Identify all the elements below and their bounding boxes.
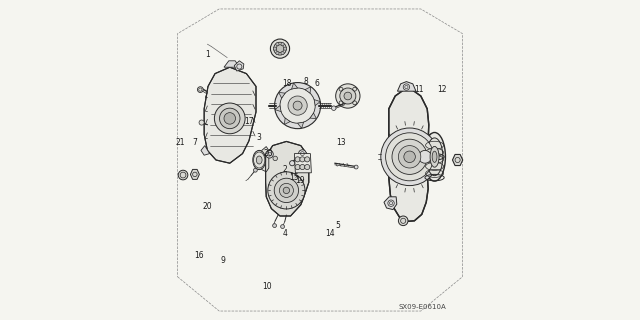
Text: 8: 8 bbox=[303, 77, 308, 86]
Circle shape bbox=[340, 88, 356, 104]
Circle shape bbox=[253, 168, 257, 172]
Text: 13: 13 bbox=[336, 138, 346, 147]
Text: 18: 18 bbox=[283, 79, 292, 88]
Text: 15: 15 bbox=[289, 173, 300, 182]
Circle shape bbox=[298, 150, 306, 157]
Text: 2: 2 bbox=[282, 165, 287, 174]
Text: 20: 20 bbox=[202, 202, 212, 211]
Circle shape bbox=[332, 106, 336, 110]
Circle shape bbox=[280, 225, 285, 228]
Circle shape bbox=[305, 164, 310, 170]
Text: 3: 3 bbox=[257, 133, 262, 142]
Circle shape bbox=[281, 52, 284, 55]
Text: 16: 16 bbox=[194, 252, 204, 260]
Circle shape bbox=[224, 113, 236, 124]
Circle shape bbox=[275, 83, 321, 129]
Circle shape bbox=[398, 216, 408, 226]
Circle shape bbox=[214, 103, 245, 134]
Text: 5: 5 bbox=[335, 221, 340, 230]
Polygon shape bbox=[275, 106, 281, 112]
Circle shape bbox=[266, 150, 273, 158]
Text: 7: 7 bbox=[192, 138, 197, 147]
Polygon shape bbox=[234, 61, 244, 71]
Circle shape bbox=[273, 224, 276, 228]
Circle shape bbox=[398, 146, 421, 168]
Polygon shape bbox=[279, 92, 285, 98]
Circle shape bbox=[276, 52, 279, 55]
Text: 21: 21 bbox=[175, 138, 184, 147]
Circle shape bbox=[392, 139, 428, 174]
Text: 4: 4 bbox=[282, 229, 287, 238]
Circle shape bbox=[276, 43, 279, 46]
Ellipse shape bbox=[253, 150, 266, 170]
Polygon shape bbox=[262, 147, 269, 172]
Circle shape bbox=[220, 108, 240, 129]
Ellipse shape bbox=[424, 132, 445, 181]
Polygon shape bbox=[294, 154, 312, 173]
Circle shape bbox=[293, 101, 302, 110]
Text: 10: 10 bbox=[262, 282, 272, 291]
Text: 1: 1 bbox=[205, 50, 210, 59]
Polygon shape bbox=[266, 141, 309, 216]
Polygon shape bbox=[305, 87, 311, 93]
Circle shape bbox=[300, 164, 305, 170]
Polygon shape bbox=[284, 118, 290, 124]
Polygon shape bbox=[224, 61, 239, 67]
Circle shape bbox=[335, 84, 360, 108]
Circle shape bbox=[283, 187, 289, 194]
Circle shape bbox=[289, 161, 294, 166]
Circle shape bbox=[274, 42, 287, 55]
Circle shape bbox=[404, 151, 415, 163]
Circle shape bbox=[381, 128, 438, 186]
Circle shape bbox=[279, 183, 293, 197]
Circle shape bbox=[288, 96, 307, 115]
Circle shape bbox=[268, 172, 305, 209]
Circle shape bbox=[284, 47, 287, 50]
Polygon shape bbox=[191, 169, 200, 180]
Text: SX09-E0610A: SX09-E0610A bbox=[399, 304, 446, 310]
Circle shape bbox=[276, 45, 284, 52]
Circle shape bbox=[280, 88, 316, 123]
Ellipse shape bbox=[432, 151, 437, 163]
Circle shape bbox=[385, 133, 434, 181]
Polygon shape bbox=[201, 146, 210, 155]
Circle shape bbox=[300, 157, 305, 162]
Text: 6: 6 bbox=[314, 79, 319, 88]
Polygon shape bbox=[388, 90, 429, 221]
Ellipse shape bbox=[426, 138, 443, 176]
Text: 11: 11 bbox=[415, 85, 424, 94]
Ellipse shape bbox=[430, 147, 439, 167]
Circle shape bbox=[199, 120, 204, 125]
Circle shape bbox=[305, 157, 310, 162]
Circle shape bbox=[295, 157, 300, 162]
Polygon shape bbox=[397, 82, 416, 91]
Circle shape bbox=[419, 150, 431, 163]
Polygon shape bbox=[292, 83, 298, 89]
Polygon shape bbox=[204, 67, 256, 163]
Circle shape bbox=[273, 156, 278, 161]
Polygon shape bbox=[452, 155, 463, 165]
Circle shape bbox=[344, 92, 352, 100]
Text: 12: 12 bbox=[437, 85, 446, 94]
Circle shape bbox=[270, 39, 290, 58]
Text: 14: 14 bbox=[324, 229, 335, 238]
Circle shape bbox=[273, 47, 276, 50]
Circle shape bbox=[281, 43, 284, 46]
Text: 17: 17 bbox=[244, 117, 254, 126]
Polygon shape bbox=[314, 100, 320, 106]
Polygon shape bbox=[384, 197, 397, 210]
Polygon shape bbox=[310, 113, 316, 119]
Circle shape bbox=[178, 170, 188, 180]
Polygon shape bbox=[298, 122, 303, 128]
Circle shape bbox=[274, 178, 298, 203]
Circle shape bbox=[295, 164, 300, 170]
Bar bbox=[429, 154, 433, 160]
Ellipse shape bbox=[256, 156, 262, 164]
Text: 19: 19 bbox=[295, 176, 305, 185]
Circle shape bbox=[355, 165, 358, 169]
Text: 9: 9 bbox=[221, 256, 226, 265]
Text: 20: 20 bbox=[264, 149, 274, 158]
Circle shape bbox=[197, 87, 204, 92]
